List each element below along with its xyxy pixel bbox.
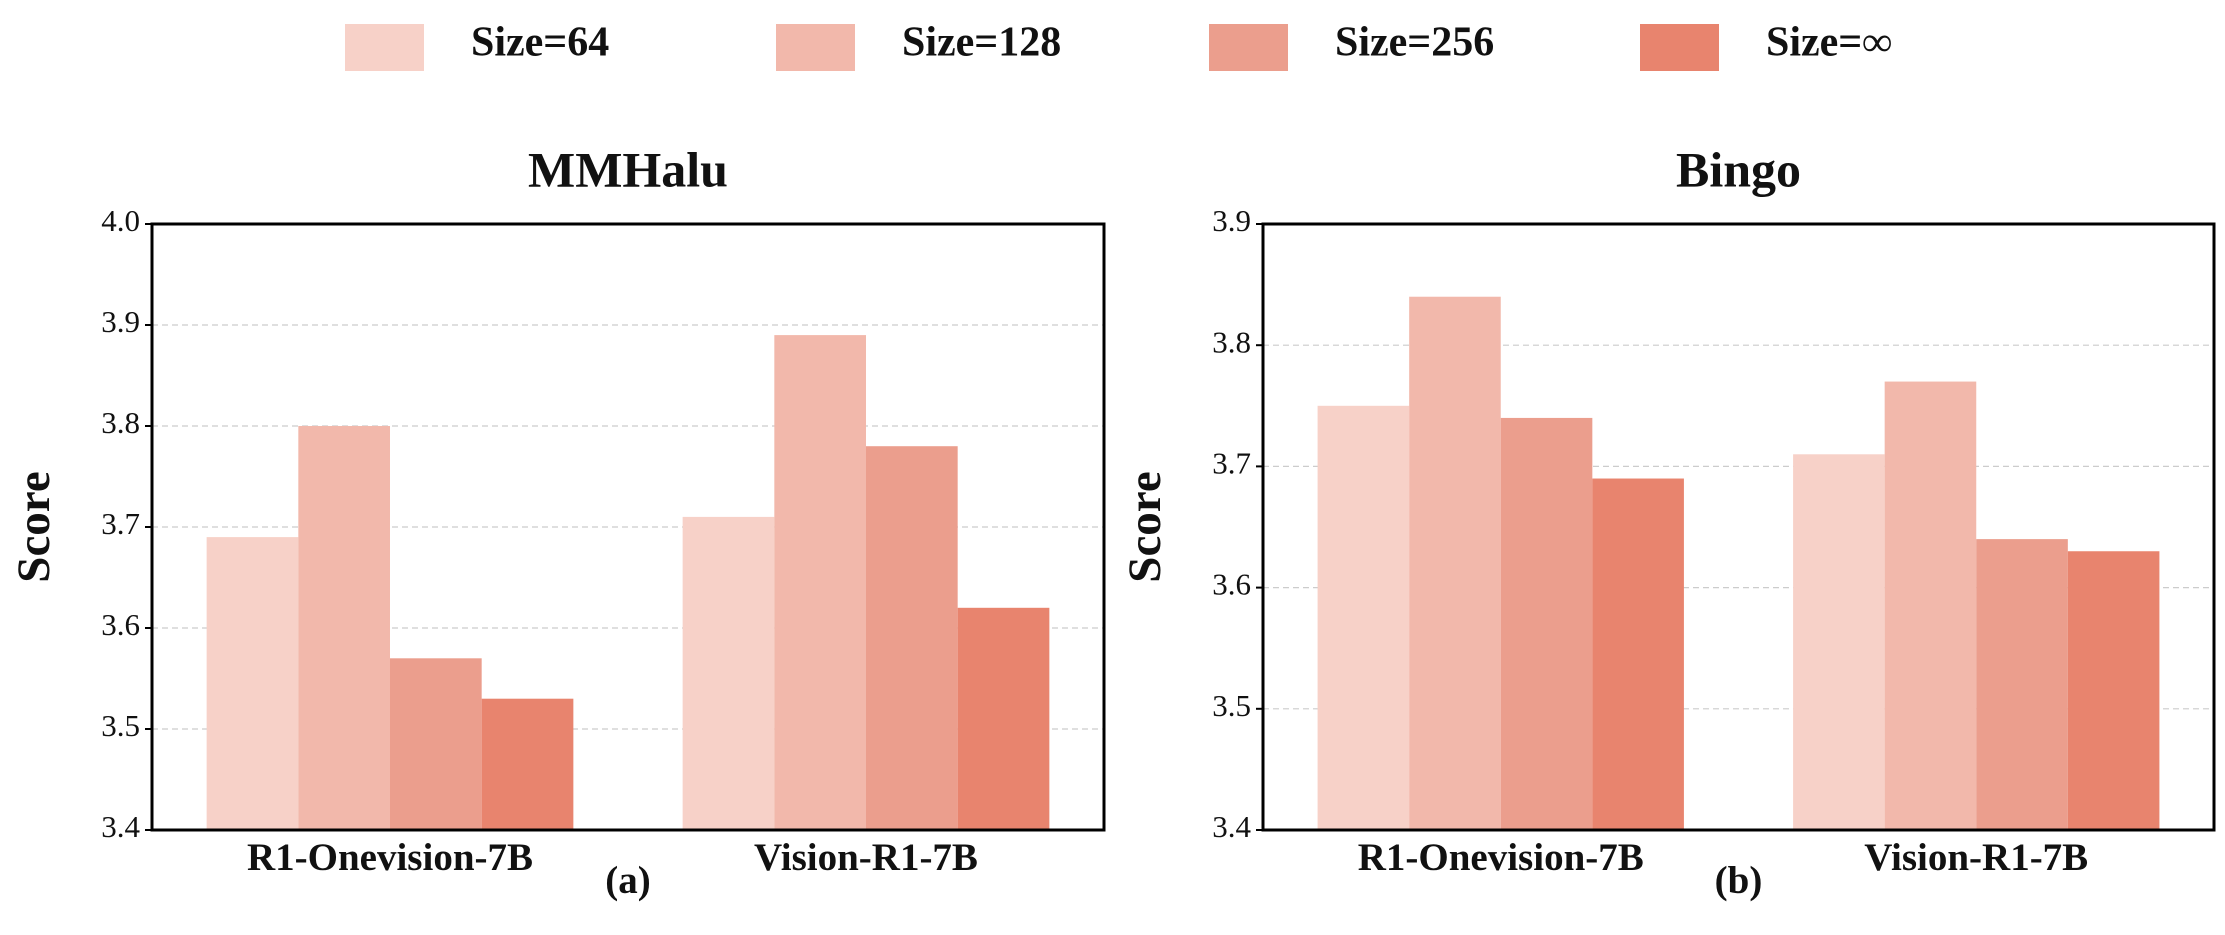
bar	[866, 446, 958, 830]
y-tick-label: 3.5	[101, 708, 140, 743]
bar	[298, 426, 390, 830]
y-tick-label: 4.0	[101, 203, 140, 238]
bar	[1409, 296, 1501, 831]
y-tick-label: 3.6	[1212, 567, 1251, 602]
y-tick-label: 3.7	[1212, 446, 1251, 481]
chart-title: Bingo	[1676, 141, 1801, 197]
y-tick-label: 3.9	[1212, 203, 1251, 238]
y-axis-label: Score	[1119, 471, 1171, 582]
y-tick-label: 3.9	[101, 304, 140, 339]
legend-label: Size=256	[1335, 20, 1494, 66]
bar	[1976, 539, 2068, 830]
y-tick-label: 3.4	[101, 809, 140, 844]
bar	[682, 516, 775, 830]
panel-label: (a)	[605, 859, 650, 902]
bar	[1317, 405, 1410, 830]
x-tick-label: Vision-R1-7B	[1864, 836, 2088, 879]
legend-label: Size=∞	[1766, 20, 1892, 66]
plot-frame	[150, 222, 1106, 832]
panel-label: (b)	[1715, 859, 1763, 902]
bar	[1592, 478, 1684, 830]
bar	[206, 537, 299, 830]
bar	[1793, 454, 1885, 830]
bar	[1884, 381, 1977, 830]
legend-swatch	[1209, 24, 1288, 71]
chart-title: MMHalu	[528, 141, 728, 197]
legend-label: Size=64	[471, 20, 609, 66]
y-tick-label: 3.7	[101, 506, 140, 541]
bar	[774, 335, 866, 830]
y-tick-label: 3.5	[1212, 688, 1251, 723]
y-tick-label: 3.4	[1212, 809, 1251, 844]
y-axis-label: Score	[8, 471, 60, 582]
x-tick-label: R1-Onevision-7B	[1358, 836, 1644, 879]
bar	[2067, 551, 2160, 830]
legend-label: Size=128	[902, 20, 1061, 66]
x-tick-label: R1-Onevision-7B	[247, 836, 533, 879]
bar	[957, 607, 1050, 830]
y-tick-label: 3.8	[1212, 324, 1251, 359]
y-tick-label: 3.6	[101, 607, 140, 642]
legend-swatch	[345, 24, 424, 71]
bar	[390, 658, 482, 830]
legend-swatch	[776, 24, 855, 71]
bar	[1500, 417, 1593, 830]
y-tick-label: 3.8	[101, 405, 140, 440]
plot-frame	[1261, 222, 2216, 832]
x-tick-label: Vision-R1-7B	[754, 836, 978, 879]
legend-swatch	[1640, 24, 1719, 71]
bar	[481, 698, 574, 830]
